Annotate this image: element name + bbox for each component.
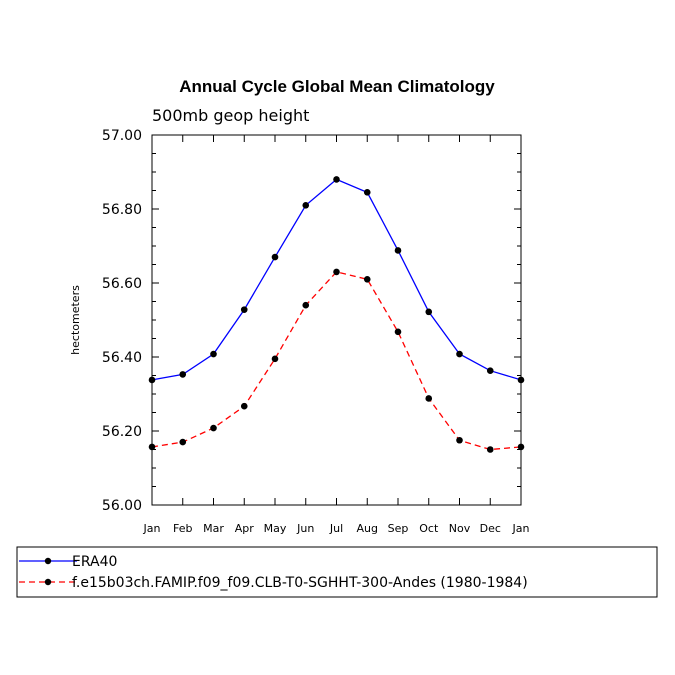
y-tick-label: 56.40 — [102, 350, 142, 366]
chart-title: Annual Cycle Global Mean Climatology — [179, 77, 495, 96]
plot-frame — [151, 134, 522, 506]
y-tick-label: 56.60 — [102, 276, 142, 292]
x-tick-label: Apr — [235, 522, 255, 535]
series-group — [148, 176, 525, 453]
data-point-model — [210, 424, 217, 432]
x-tick-label: Dec — [480, 522, 501, 535]
data-point-model — [148, 443, 156, 451]
data-point-model — [456, 436, 463, 444]
data-point-era40 — [179, 371, 187, 378]
data-point-model — [333, 268, 340, 276]
x-tick-label: Nov — [449, 522, 471, 535]
series-line-era40 — [151, 178, 522, 381]
x-tick-label: Jul — [329, 522, 343, 535]
y-tick-label: 57.00 — [102, 128, 142, 144]
data-point-model — [486, 446, 494, 453]
data-point-model — [302, 301, 310, 309]
x-tick-label: Jan — [512, 522, 530, 535]
data-point-model — [363, 276, 371, 283]
data-point-model — [394, 328, 402, 336]
x-tick-label: Aug — [357, 522, 378, 535]
x-axis: Jan Feb Mar Apr May Jun Jul Aug Sep Oct Nov Dec Jan — [143, 135, 530, 535]
chart-subtitle: 500mb geop height — [152, 106, 309, 125]
x-tick-label: Oct — [419, 522, 439, 535]
data-point-era40 — [517, 376, 525, 384]
legend-label-model: f.e15b03ch.FAMIP.f09_f09.CLB-T0-SGHHT-30… — [72, 575, 528, 591]
data-point-era40 — [425, 308, 433, 316]
data-point-era40 — [210, 350, 217, 358]
x-tick-label: May — [264, 522, 287, 535]
x-tick-label: Sep — [388, 522, 409, 535]
x-tick-label: Jan — [143, 522, 161, 535]
x-tick-label: Jun — [296, 522, 314, 535]
legend-box — [16, 546, 658, 598]
data-point-model — [271, 355, 279, 363]
x-tick-label: Mar — [203, 522, 224, 535]
data-point-era40 — [302, 202, 310, 209]
data-point-era40 — [333, 176, 340, 183]
data-point-era40 — [456, 350, 463, 358]
data-point-era40 — [240, 306, 248, 313]
y-tick-label: 56.00 — [102, 498, 142, 514]
legend-marker-model — [44, 578, 52, 586]
data-point-model — [517, 443, 525, 451]
series-line-model — [151, 271, 522, 451]
y-tick-label: 56.80 — [102, 202, 142, 218]
legend-marker-era40 — [44, 557, 52, 565]
legend-entry-model: f.e15b03ch.FAMIP.f09_f09.CLB-T0-SGHHT-30… — [19, 575, 528, 591]
legend-label-era40: ERA40 — [72, 554, 117, 570]
data-point-model — [240, 402, 248, 410]
y-axis-label: hectometers — [69, 285, 82, 355]
legend-entry-era40: ERA40 — [19, 554, 117, 570]
y-axis: 56.00 56.20 56.40 56.60 56.80 57.00 — [102, 128, 521, 514]
data-point-era40 — [363, 189, 371, 196]
data-point-era40 — [486, 367, 494, 374]
data-point-era40 — [394, 247, 402, 254]
y-tick-label: 56.20 — [102, 424, 142, 440]
data-point-model — [179, 438, 187, 446]
data-point-model — [425, 395, 433, 402]
data-point-era40 — [271, 253, 279, 261]
x-tick-label: Feb — [173, 522, 192, 535]
data-point-era40 — [148, 376, 156, 384]
